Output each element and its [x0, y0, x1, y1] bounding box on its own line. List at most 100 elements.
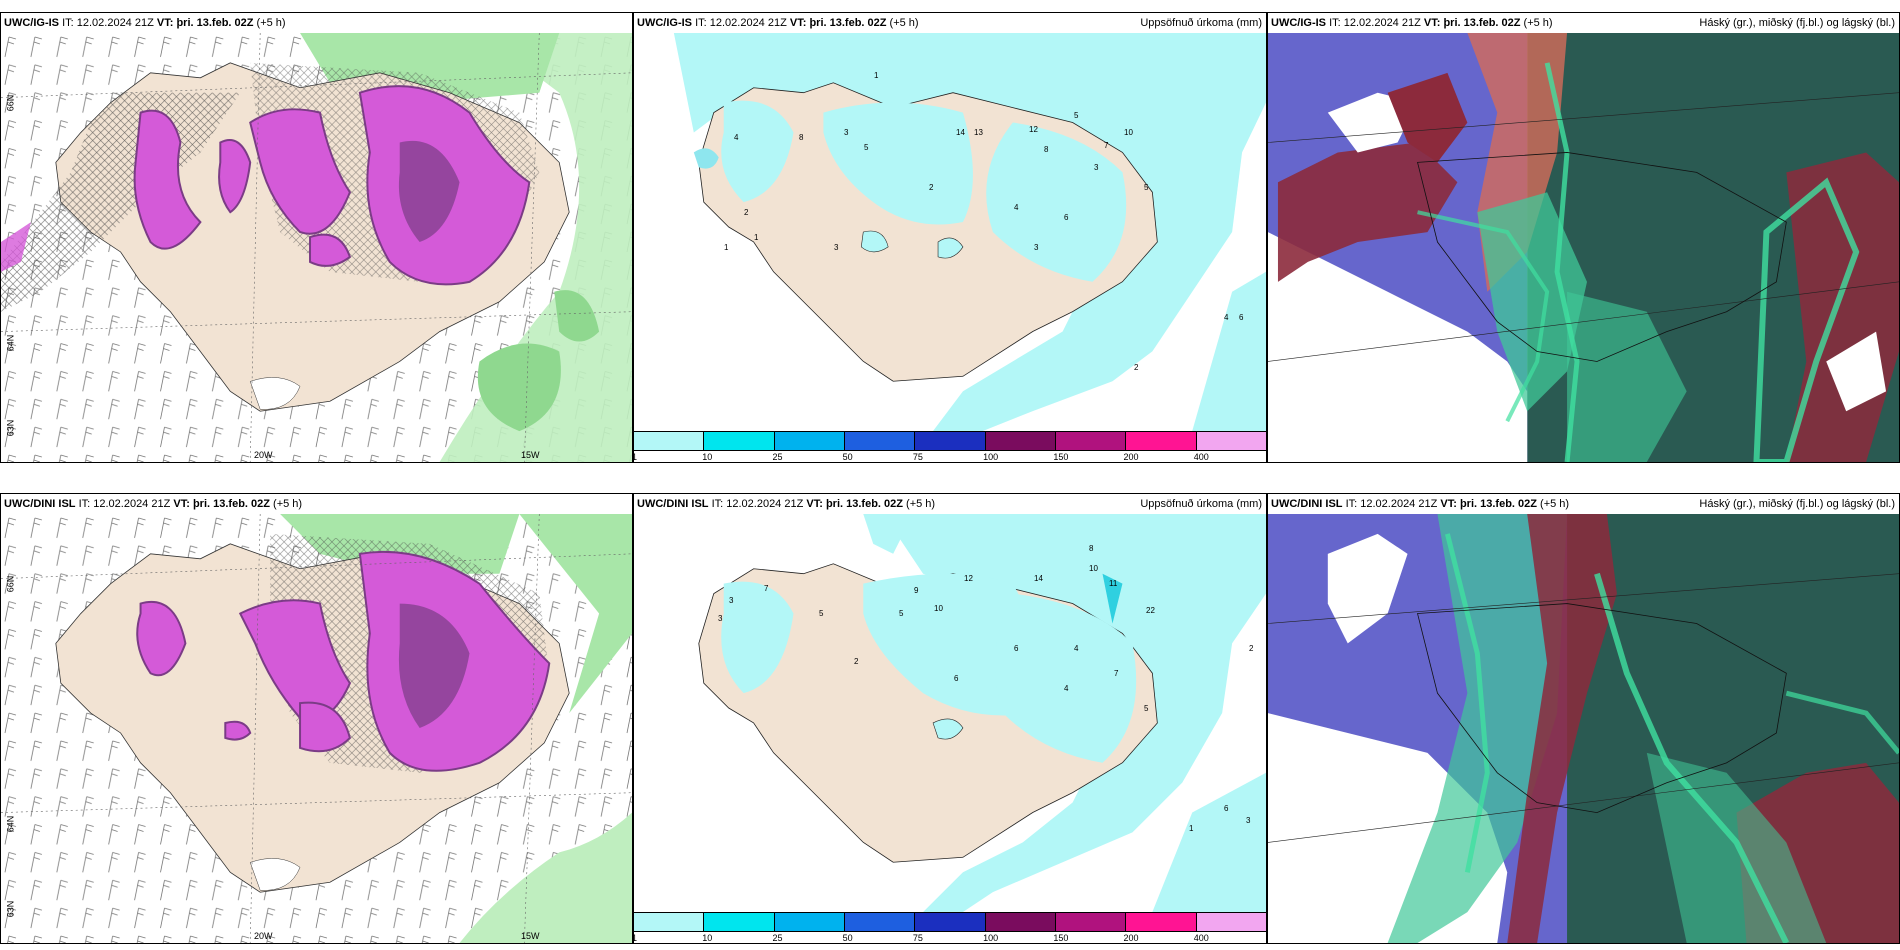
colorbar-swatch [1196, 913, 1266, 931]
precip-label: 12 [964, 574, 973, 583]
precip-label: 22 [1146, 606, 1155, 615]
colorbar-tick-label: 100 [983, 933, 999, 943]
precip-label: 2 [1134, 363, 1139, 372]
precip-label: 10 [934, 604, 943, 613]
precip-label: 4 [1064, 684, 1069, 693]
vt-label: VT: [173, 498, 190, 510]
vt-label: VT: [1423, 17, 1441, 29]
precip-label: 5 [1144, 704, 1149, 713]
panel-title: UWC/IG-IS IT: 12.02.2024 21Z VT: þri. 13… [1, 13, 632, 33]
colorbar-tick-label: 400 [1193, 452, 1209, 462]
panel-title: UWC/DINI ISL IT: 12.02.2024 21Z VT: þri.… [634, 494, 1266, 514]
it-label: IT: [711, 498, 724, 510]
lead-time: (+5 h) [889, 17, 919, 29]
panel-title: UWC/DINI ISL IT: 12.02.2024 21Z VT: þri.… [1, 494, 632, 514]
colorbar-tick-label: 400 [1193, 933, 1209, 943]
colorbar-swatch [985, 432, 1056, 450]
panel-dini-precip: UWC/DINI ISL IT: 12.02.2024 21Z VT: þri.… [633, 493, 1267, 944]
map-clouds [1268, 33, 1899, 462]
colorbar-swatch [634, 913, 705, 931]
it-label: IT: [78, 498, 91, 510]
lat-label-66n: 66N [5, 94, 16, 112]
precip-label: 6 [1224, 804, 1229, 813]
it-value: 12.02.2024 21Z [726, 498, 804, 510]
it-label: IT: [62, 17, 74, 29]
precip-label: 3 [844, 128, 849, 137]
vt-value: þri. 13.feb. 02Z [825, 498, 903, 510]
colorbar-swatch [1126, 913, 1197, 931]
colorbar-tick-label: 200 [1123, 933, 1139, 943]
precip-label: 8 [799, 133, 804, 142]
it-label: IT: [1329, 17, 1341, 29]
precip-label: 2 [854, 657, 859, 666]
precip-label: 5 [1074, 111, 1079, 120]
lat-label-64n: 64N [5, 334, 16, 352]
field-title: Uppsöfnuð úrkoma (mm) [1140, 17, 1262, 29]
precip-label: 1 [1189, 824, 1194, 833]
vt-value: þri. 13.feb. 02Z [809, 17, 887, 29]
precip-colorbar: 1 10 25 50 75 100 150 200 400 [634, 431, 1266, 462]
colorbar-tick-label: 1 [634, 933, 637, 943]
precip-label: 3 [1094, 163, 1099, 172]
model-label: UWC/DINI ISL [637, 498, 709, 510]
precip-label: 6 [954, 674, 959, 683]
lat-label-64n: 64N [5, 815, 16, 833]
field-title: Háský (gr.), miðský (fj.bl.) og lágský (… [1699, 17, 1895, 29]
precip-label: 2 [744, 208, 749, 217]
precip-label: 4 [1224, 313, 1229, 322]
precip-label: 9 [914, 586, 919, 595]
colorbar-tick-label: 10 [702, 452, 713, 462]
precip-label: 13 [974, 128, 983, 137]
lead-time: (+5 h) [906, 498, 936, 510]
precip-label: 8 [1089, 544, 1094, 553]
field-title: Háský (gr.), miðský (fj.bl.) og lágský (… [1699, 498, 1895, 510]
panel-title: UWC/IG-IS IT: 12.02.2024 21Z VT: þri. 13… [634, 13, 1266, 33]
lat-label-63n: 63N [5, 900, 16, 918]
panel-dini-clouds: UWC/DINI ISL IT: 12.02.2024 21Z VT: þri.… [1267, 493, 1900, 944]
precip-label: 10 [1124, 128, 1133, 137]
colorbar-tick-label: 50 [842, 933, 853, 943]
colorbar-tick-label: 25 [772, 933, 783, 943]
precip-value-labels: 7 3 5 10 12 14 8 9 11 10 22 5 4 6 2 3 4 … [634, 514, 1266, 912]
lon-label-20w: 20W [254, 450, 273, 460]
map-snow [1, 33, 632, 462]
colorbar-swatch [985, 913, 1056, 931]
colorbar-swatch [774, 913, 845, 931]
colorbar-swatch [1126, 432, 1197, 450]
precip-label: 11 [1109, 579, 1118, 588]
colorbar-swatch [915, 432, 986, 450]
model-label: UWC/DINI ISL [1271, 498, 1343, 510]
vt-value: þri. 13.feb. 02Z [1443, 17, 1521, 29]
colorbar-tick-label: 100 [983, 452, 999, 462]
precip-label: 3 [834, 243, 839, 252]
model-label: UWC/DINI ISL [4, 498, 76, 510]
panel-title: UWC/IG-IS IT: 12.02.2024 21Z VT: þri. 13… [1268, 13, 1899, 33]
vt-value: þri. 13.feb. 02Z [176, 17, 254, 29]
precip-label: 3 [718, 614, 723, 623]
lon-label-20w: 20W [254, 931, 273, 941]
colorbar-tick-label: 75 [912, 933, 923, 943]
lead-time: (+5 h) [256, 17, 286, 29]
panel-dini-snow: UWC/DINI ISL IT: 12.02.2024 21Z VT: þri.… [0, 493, 633, 944]
precip-label: 5 [1144, 183, 1149, 192]
it-label: IT: [695, 17, 707, 29]
precip-label: 2 [1249, 644, 1254, 653]
precip-label: 14 [1034, 574, 1043, 583]
precip-label: 10 [1089, 564, 1098, 573]
precip-label: 4 [1074, 644, 1079, 653]
vt-label: VT: [806, 498, 823, 510]
precip-label: 1 [754, 233, 759, 242]
vt-label: VT: [789, 17, 807, 29]
precip-label: 7 [1114, 669, 1119, 678]
precip-label: 4 [1014, 203, 1019, 212]
map-precip: 7 3 5 10 12 14 8 9 11 10 22 5 4 6 2 3 4 … [634, 514, 1266, 912]
precip-label: 5 [899, 609, 904, 618]
colorbar-tick-label: 50 [842, 452, 853, 462]
colorbar-swatch [774, 432, 845, 450]
model-label: UWC/IG-IS [637, 17, 692, 29]
precip-label: 3 [1246, 816, 1251, 825]
colorbar-swatch [634, 432, 705, 450]
map-clouds [1268, 514, 1899, 943]
precip-label: 8 [1044, 145, 1049, 154]
colorbar-swatch [844, 913, 916, 931]
